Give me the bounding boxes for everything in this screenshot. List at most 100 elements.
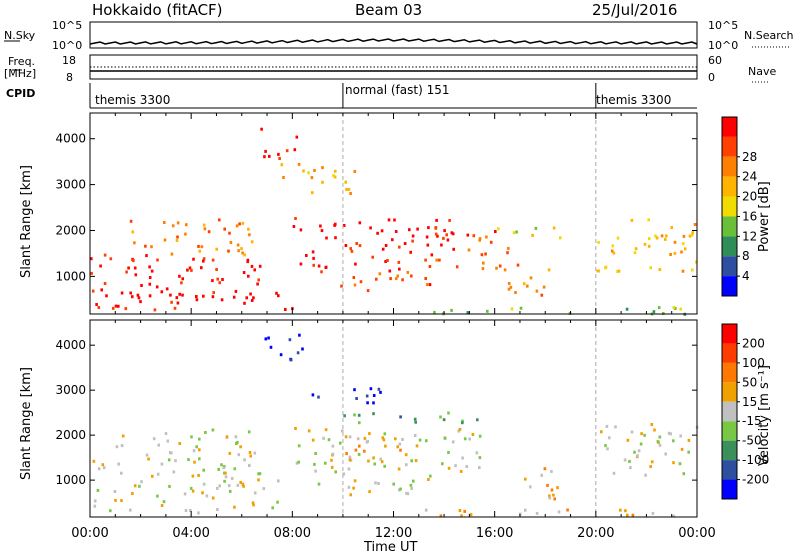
cell [344,244,348,247]
cell [600,430,603,434]
cell [349,247,352,251]
cell [434,226,437,230]
cell [197,244,200,248]
cell [131,492,134,495]
cell [191,489,195,493]
cell [374,481,377,485]
cell [136,293,140,297]
cell [293,148,297,152]
cell [612,251,616,255]
cell [340,429,344,433]
cell [466,311,470,315]
cell [178,274,181,278]
cell [514,291,517,294]
cell [629,466,632,470]
cell [552,493,555,497]
cell [357,452,361,456]
cell [478,456,482,460]
cell [297,162,301,166]
cell [322,436,325,440]
colorbar-tick-label: 200 [742,336,765,350]
cell [105,294,108,298]
cell [250,264,254,268]
cell [235,224,239,228]
cell [249,292,252,296]
cell [388,269,392,273]
cell [193,460,196,464]
cell [311,250,315,254]
cell [680,447,684,451]
cell [542,285,546,289]
y-tick-label: 2000 [55,428,86,442]
cell [319,224,322,228]
cell [253,268,256,272]
cell [148,276,152,279]
nsky-line [89,38,698,45]
cell [248,464,251,467]
cell [647,244,651,248]
power-colorbar-label: Power [dB] [757,181,772,252]
cell [191,474,195,478]
cell [691,231,694,235]
cell [352,486,355,490]
cell [307,171,310,175]
cell [687,438,691,442]
cell [427,478,430,481]
cell [109,257,113,261]
nave-label: Nave [748,65,777,78]
cell [262,487,266,491]
cell [674,307,677,310]
cell [384,244,388,247]
cell [543,467,547,471]
cell [150,245,153,249]
colorbar-tick-label: -15 [742,414,762,428]
cell [120,291,124,295]
cell [652,310,656,314]
cell [133,266,137,270]
cell [97,306,101,309]
cell [120,471,123,475]
cell [369,387,373,391]
cell [103,282,107,285]
cell [170,451,173,455]
cell [480,253,484,257]
cell [672,461,675,465]
cell [604,266,607,270]
cell [347,485,351,489]
cell [188,266,192,270]
cell [616,270,619,273]
colorbar-tick-label: 8 [742,249,750,263]
cell [459,469,463,473]
cell [381,247,385,251]
cell [486,309,489,313]
cell [348,455,352,459]
cell [211,258,215,262]
cell [238,222,241,226]
cell [312,263,315,267]
cell [202,257,206,261]
cell [604,444,607,448]
beam-title: Beam 03 [355,1,423,19]
y-tick-label: 2000 [55,223,86,237]
cell [682,242,685,246]
cell [307,429,311,433]
cell [264,149,267,153]
cell [230,476,234,480]
cell [227,249,230,253]
cell [630,218,634,222]
cell [155,285,159,289]
colorbar-swatch [722,382,737,402]
cell [379,390,382,394]
colorbar-swatch [722,136,737,157]
cell [478,434,482,438]
cell [378,272,382,276]
cell [442,418,446,422]
cell [249,454,252,458]
cell [399,448,402,452]
cell [169,293,172,297]
nsearch-label: N.Search [744,29,794,42]
cell [342,224,346,227]
cell [381,436,385,440]
cell [672,514,676,518]
x-tick-label: 08:00 [274,526,311,541]
